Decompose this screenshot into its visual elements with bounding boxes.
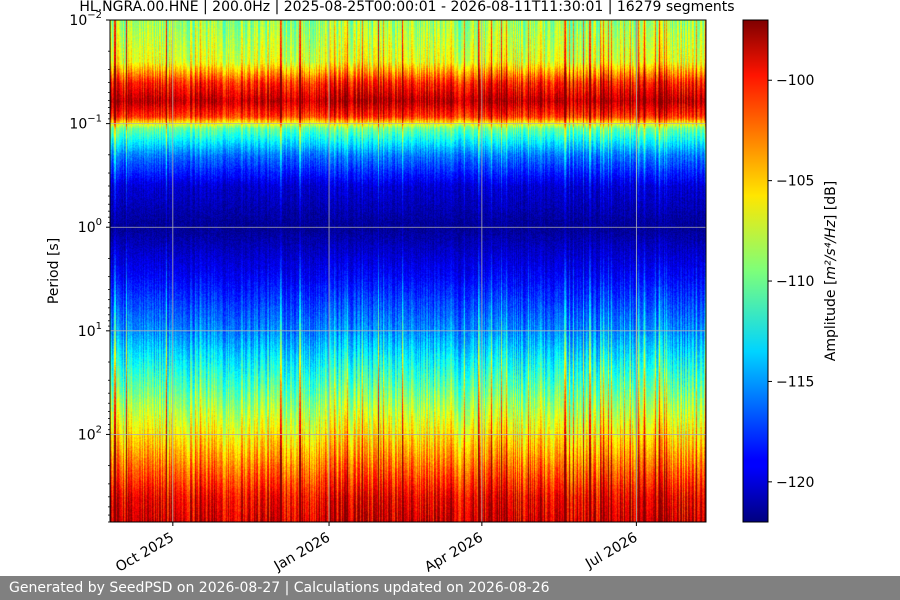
plot-area bbox=[109, 19, 707, 523]
colorbar: −100 −105 −110 −115 −120 Amplitude [m²/s⁴/Hz… bbox=[742, 19, 839, 523]
y-tick-label: 100 bbox=[78, 217, 102, 236]
footer-status: Generated by SeedPSD on 2026-08-27 | Cal… bbox=[0, 576, 900, 600]
colorbar-tick-label: −120 bbox=[776, 475, 814, 491]
y-tick-label: 10−2 bbox=[69, 10, 102, 29]
y-axis: 10−2 10−1 100 101 102 bbox=[69, 10, 110, 523]
x-tick-label: Apr 2026 bbox=[422, 530, 486, 576]
x-tick-label: Jan 2026 bbox=[271, 530, 333, 575]
psd-spectrogram-chart: HL.NGRA.00.HNE | 200.0Hz | 2025-08-25T00… bbox=[46, 0, 839, 576]
colorbar-tick-label: −105 bbox=[776, 174, 814, 190]
colorbar-ticks: −100 −105 −110 −115 −120 bbox=[768, 73, 814, 491]
y-tick-label: 10−1 bbox=[69, 114, 102, 133]
colorbar-tick-label: −110 bbox=[776, 274, 814, 290]
colorbar-tick-label: −100 bbox=[776, 73, 814, 89]
grid-lines bbox=[110, 20, 706, 522]
y-axis-label: Period [s] bbox=[46, 238, 62, 304]
x-tick-label: Oct 2025 bbox=[113, 530, 177, 576]
colorbar-label: Amplitude [m²/s⁴/Hz] [dB] bbox=[823, 181, 839, 361]
chart-title: HL.NGRA.00.HNE | 200.0Hz | 2025-08-25T00… bbox=[79, 0, 734, 15]
x-axis: Oct 2025 Jan 2026 Apr 2026 Jul 2026 bbox=[113, 522, 640, 576]
spectrogram-heatmap bbox=[110, 20, 706, 522]
x-tick-label: Jul 2026 bbox=[582, 530, 640, 573]
y-tick-label: 102 bbox=[78, 424, 102, 443]
colorbar-gradient bbox=[742, 19, 769, 523]
y-tick-label: 101 bbox=[78, 321, 102, 340]
plot-frame bbox=[109, 19, 707, 523]
colorbar-tick-label: −115 bbox=[776, 374, 814, 390]
